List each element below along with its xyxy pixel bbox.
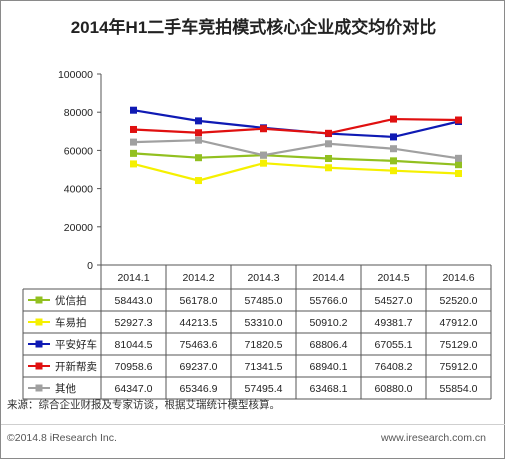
data-point — [325, 140, 332, 148]
data-label: 58443.0 — [115, 295, 153, 307]
y-tick-label: 80000 — [64, 107, 93, 119]
y-tick-label: 100000 — [58, 69, 93, 81]
data-point — [325, 154, 332, 162]
data-label: 75463.6 — [180, 339, 218, 351]
data-label: 63468.1 — [310, 383, 348, 395]
data-point — [390, 157, 397, 165]
legend-label: 车易拍 — [55, 316, 87, 329]
data-label: 52927.3 — [115, 317, 153, 329]
series-line — [133, 117, 459, 135]
data-point — [390, 167, 397, 175]
data-label: 64347.0 — [115, 383, 153, 395]
data-label: 70958.6 — [115, 361, 153, 373]
series-line — [133, 139, 459, 160]
y-tick-label: 40000 — [64, 184, 93, 196]
data-label: 68940.1 — [310, 361, 348, 373]
data-point — [390, 115, 397, 123]
data-point — [130, 160, 137, 168]
data-point — [130, 149, 137, 157]
y-tick-label: 60000 — [64, 145, 93, 157]
data-label: 50910.2 — [310, 317, 348, 329]
data-point — [130, 125, 137, 133]
series-line — [133, 162, 459, 182]
data-label: 52520.0 — [440, 295, 478, 307]
legend-label: 优信拍 — [55, 294, 87, 307]
data-label: 44213.5 — [180, 317, 218, 329]
data-point — [325, 164, 332, 172]
data-label: 68806.4 — [310, 339, 348, 351]
data-point — [195, 154, 202, 162]
legend-marker — [35, 340, 43, 348]
y-tick-label: 20000 — [64, 222, 93, 234]
legend-marker — [35, 384, 43, 392]
legend-marker — [35, 296, 43, 304]
footer-divider — [1, 424, 505, 425]
data-point — [195, 177, 202, 185]
x-tick-label: 2014.5 — [377, 272, 409, 284]
data-label: 69237.0 — [180, 361, 218, 373]
data-label: 57485.0 — [245, 295, 283, 307]
data-label: 75912.0 — [440, 361, 478, 373]
data-label: 53310.0 — [245, 317, 283, 329]
data-label: 67055.1 — [375, 339, 413, 351]
x-tick-label: 2014.1 — [117, 272, 149, 284]
data-label: 54527.0 — [375, 295, 413, 307]
data-point — [455, 116, 462, 124]
data-point — [195, 136, 202, 144]
legend-marker — [35, 318, 43, 326]
data-point — [130, 138, 137, 146]
x-tick-label: 2014.6 — [442, 272, 474, 284]
data-point — [195, 117, 202, 125]
data-label: 56178.0 — [180, 295, 218, 307]
data-label: 47912.0 — [440, 317, 478, 329]
data-point — [195, 129, 202, 137]
data-point — [260, 159, 267, 167]
legend-label: 平安好车 — [55, 338, 97, 351]
legend-marker — [35, 362, 43, 370]
data-point — [325, 129, 332, 137]
data-point — [130, 106, 137, 114]
data-point — [260, 125, 267, 133]
data-point — [455, 154, 462, 162]
data-label: 71341.5 — [245, 361, 283, 373]
legend-label: 开新帮卖 — [55, 360, 97, 373]
data-point — [455, 161, 462, 169]
series-line — [133, 152, 459, 166]
data-point — [390, 145, 397, 153]
x-tick-label: 2014.3 — [247, 272, 279, 284]
data-label: 55854.0 — [440, 383, 478, 395]
data-point — [390, 133, 397, 141]
data-label: 76408.2 — [375, 361, 413, 373]
data-label: 81044.5 — [115, 339, 153, 351]
x-tick-label: 2014.4 — [312, 272, 344, 284]
legend-label: 其他 — [55, 382, 76, 395]
data-label: 71820.5 — [245, 339, 283, 351]
y-tick-label: 0 — [87, 260, 93, 272]
copyright: ©2014.8 iResearch Inc. — [7, 432, 117, 444]
x-tick-label: 2014.2 — [182, 272, 214, 284]
website: www.iresearch.com.cn — [380, 432, 486, 444]
chart-title: 2014年H1二手车竞拍模式核心企业成交均价对比 — [70, 18, 437, 37]
data-label: 55766.0 — [310, 295, 348, 307]
data-point — [260, 151, 267, 159]
data-label: 65346.9 — [180, 383, 218, 395]
data-point — [455, 169, 462, 177]
data-label: 60880.0 — [375, 383, 413, 395]
data-label: 49381.7 — [375, 317, 413, 329]
data-label: 75129.0 — [440, 339, 478, 351]
source-note: 来源：综合企业财报及专家访谈，根据艾瑞统计模型核算。 — [7, 399, 280, 411]
data-label: 57495.4 — [245, 383, 283, 395]
